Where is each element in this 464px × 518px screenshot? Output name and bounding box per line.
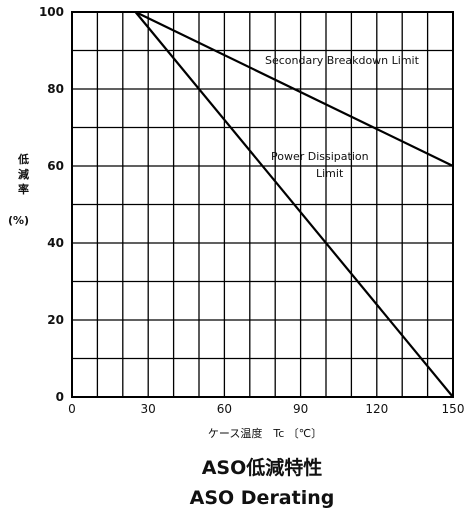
y-tick-label-80: 80 — [47, 82, 64, 96]
x-tick-label-150: 150 — [442, 402, 464, 416]
chart-subtitle: ASO Derating — [190, 487, 335, 509]
chart-title: ASO低減特性 — [202, 456, 323, 479]
y-axis-label-unit: (%) — [8, 214, 29, 227]
series-lines — [134, 11, 454, 398]
x-tick-label-0: 0 — [68, 402, 76, 416]
y-axis-label-char-2: 減 — [18, 167, 29, 181]
y-tick-label-0: 0 — [56, 390, 64, 404]
annotation-power-dissipation: Power Dissipation — [271, 150, 369, 163]
x-tick-label-120: 120 — [365, 402, 388, 416]
plot-frame — [71, 11, 454, 398]
y-axis-label-char-3: 率 — [18, 182, 29, 196]
x-axis-label: ケース温度 Tc 〔℃〕 — [208, 426, 322, 440]
series-line-secondary-breakdown — [135, 11, 454, 167]
x-tick-labels: 0 30 60 90 120 150 — [68, 402, 464, 416]
y-tick-labels: 0 20 40 60 80 100 — [39, 5, 64, 404]
y-tick-label-20: 20 — [47, 313, 64, 327]
annotation-power-dissipation-limit: Limit — [316, 167, 344, 180]
y-axis-label-char-1: 低 — [17, 152, 29, 166]
grid-lines — [72, 12, 453, 397]
series-line-power-dissipation — [134, 11, 454, 398]
annotation-secondary-breakdown: Secondary Breakdown Limit — [265, 54, 420, 67]
y-tick-label-100: 100 — [39, 5, 64, 19]
y-tick-label-40: 40 — [47, 236, 64, 250]
x-tick-label-60: 60 — [217, 402, 232, 416]
x-tick-label-90: 90 — [293, 402, 308, 416]
x-tick-label-30: 30 — [141, 402, 156, 416]
y-tick-label-60: 60 — [47, 159, 64, 173]
